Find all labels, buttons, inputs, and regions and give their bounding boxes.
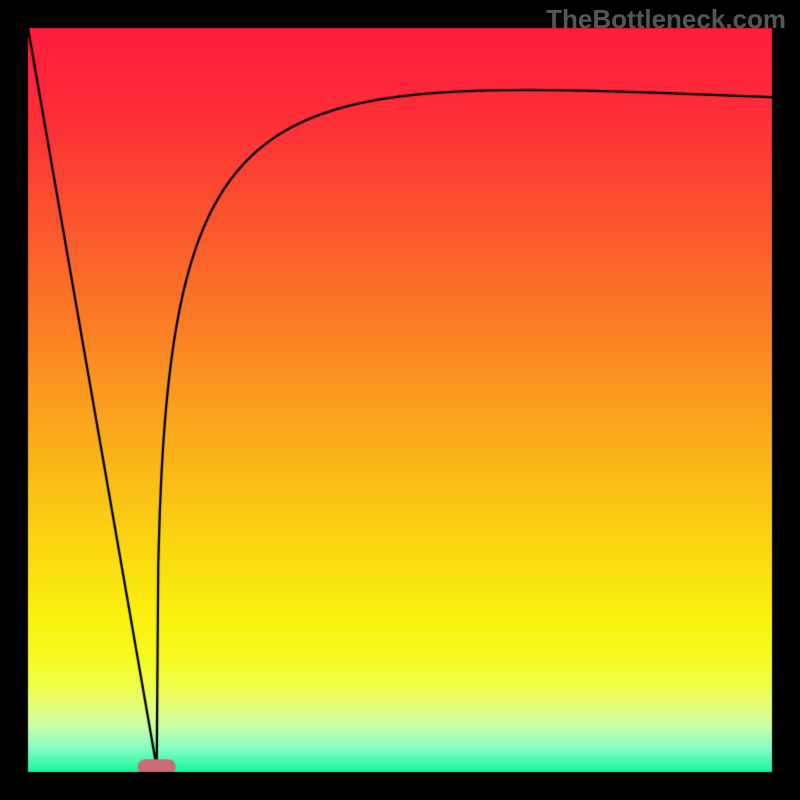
watermark-text: TheBottleneck.com <box>546 4 786 35</box>
chart-container: TheBottleneck.com <box>0 0 800 800</box>
bottleneck-chart-canvas <box>0 0 800 800</box>
